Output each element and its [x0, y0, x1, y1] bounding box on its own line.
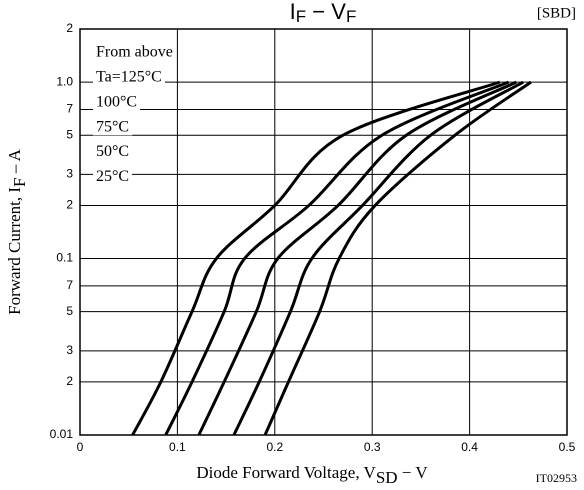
curve	[164, 80, 510, 436]
y-tick-label: 0.01	[50, 427, 74, 441]
y-tick-label: 0.1	[56, 251, 73, 265]
x-tick-label: 0	[77, 440, 84, 454]
tag: [SBD]	[537, 5, 576, 21]
y-tick-label: 3	[66, 343, 73, 357]
title-sub: F	[296, 7, 306, 26]
title-sub: F	[346, 7, 356, 26]
x-tick-label: 0.3	[364, 440, 381, 454]
title-part: − V	[306, 0, 346, 24]
label-part: Forward Current, I	[5, 187, 24, 315]
label-sub: SD	[376, 468, 398, 487]
curve	[131, 80, 501, 436]
plot-frame	[79, 28, 568, 436]
x-tick-label: 0.5	[559, 440, 576, 454]
y-tick-label: 2	[66, 374, 73, 388]
y-tick-label: 5	[66, 304, 73, 318]
legend-backing	[93, 68, 165, 86]
y-axis-label: Forward Current, IF – A	[5, 148, 29, 314]
curve	[232, 80, 524, 436]
legend-label: 50°C	[96, 143, 129, 160]
y-tick-label: 3	[66, 167, 73, 181]
y-tick-label: 2	[66, 21, 73, 35]
legend-backing	[93, 143, 133, 161]
legend-label: Ta=125°C	[96, 69, 162, 86]
y-tick-label: 2	[66, 198, 73, 212]
label-part: Diode Forward Voltage, V	[196, 463, 376, 482]
label-part: – A	[5, 148, 24, 177]
y-tick-label: 5	[66, 127, 73, 141]
legend-backing	[93, 43, 176, 61]
label-sub: F	[10, 177, 29, 186]
x-axis-label: Diode Forward Voltage, VSD − V	[196, 463, 428, 487]
curve	[197, 80, 518, 436]
x-tick-label: 0.4	[461, 440, 478, 454]
x-tick-label: 0.2	[266, 440, 283, 454]
legend-backing	[93, 118, 133, 136]
figure-code: IT02953	[536, 471, 577, 485]
legend: From above Ta=125°C 100°C 75°C 50°C 25°C	[93, 43, 176, 185]
y-tick-label: 1.0	[56, 74, 73, 88]
grid	[79, 28, 568, 436]
legend-label: 100°C	[96, 93, 137, 110]
legend-backing	[93, 93, 141, 111]
title-part: I	[290, 0, 296, 24]
chart-title: IF − VF	[290, 0, 357, 26]
x-tick-label: 0.1	[169, 440, 186, 454]
label-part: − V	[398, 463, 429, 482]
y-tick-label: 7	[66, 278, 73, 292]
legend-label: 25°C	[96, 168, 129, 185]
curve	[263, 80, 532, 436]
legend-label: From above	[96, 44, 173, 61]
legend-backing	[93, 167, 133, 185]
y-tick-label: 7	[66, 102, 73, 116]
legend-label: 75°C	[96, 118, 129, 135]
